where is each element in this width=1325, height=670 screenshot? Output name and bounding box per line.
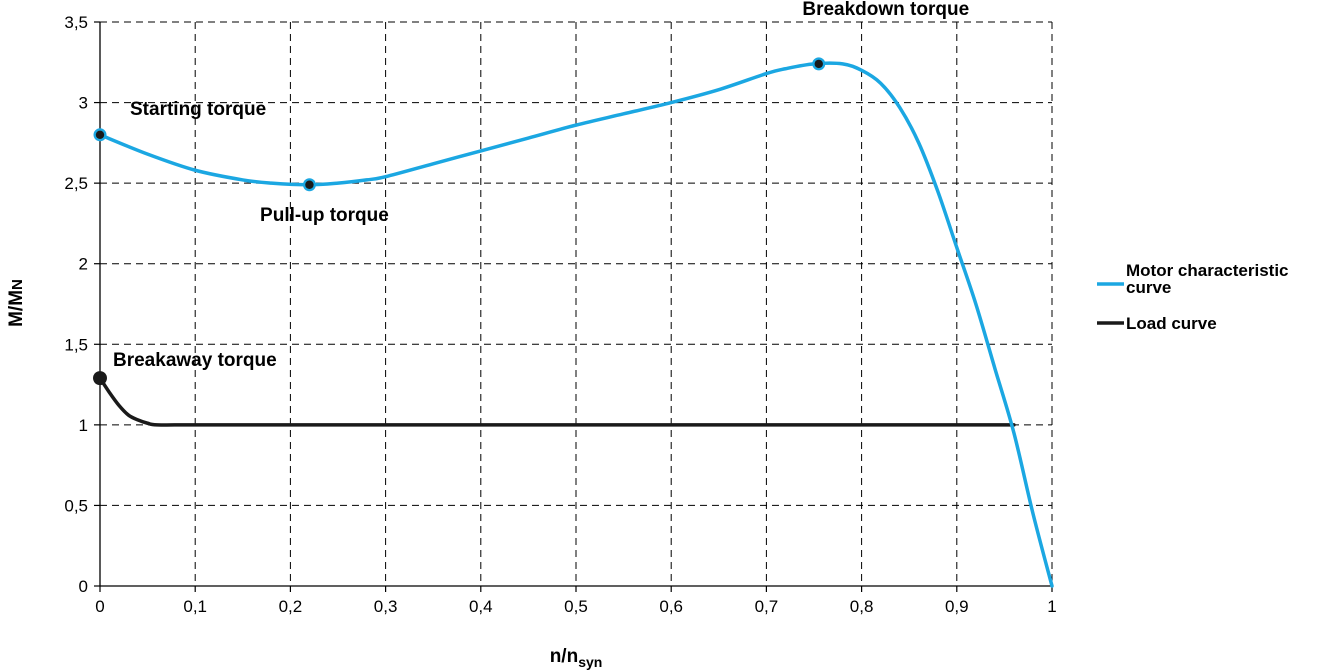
x-tick-label: 0,4 <box>469 597 493 616</box>
starting-marker <box>95 130 105 139</box>
y-tick-label: 3,5 <box>64 13 88 32</box>
starting-torque-label: Starting torque <box>130 99 266 120</box>
breakdown-torque-label: Breakdown torque <box>802 0 969 20</box>
x-tick-label: 0,7 <box>755 597 779 616</box>
x-tick-label: 0,9 <box>945 597 969 616</box>
y-tick-label: 0 <box>79 577 88 596</box>
y-tick-label: 1 <box>79 416 88 435</box>
tick-labels: 0 0,1 0,2 0,3 0,4 0,5 0,6 0,7 0,8 0,9 1 0 0,5 1 1,5 2 2,… <box>64 13 1056 616</box>
x-tick-label: 0,5 <box>564 597 588 616</box>
y-tick-label: 2 <box>79 255 88 274</box>
axes <box>94 21 1053 592</box>
x-axis-label-main: n/n <box>550 646 579 667</box>
x-tick-label: 0,1 <box>183 597 207 616</box>
breakaway-torque-label: Breakaway torque <box>113 350 277 371</box>
y-axis-label-sub: N <box>9 279 26 290</box>
pullup-marker <box>305 180 314 189</box>
x-tick-label: 1 <box>1047 597 1056 616</box>
x-tick-label: 0,3 <box>374 597 398 616</box>
breakdown-marker <box>814 59 823 69</box>
legend-load-label: Load curve <box>1126 314 1217 333</box>
annotation-labels: Starting torque Pull-up torque Breakdown t… <box>113 0 969 371</box>
load-curve-line <box>98 376 1016 427</box>
x-tick-label: 0,8 <box>850 597 874 616</box>
y-tick-label: 0,5 <box>64 496 88 515</box>
y-axis-label-main: M/M <box>6 290 27 327</box>
annotation-markers <box>93 57 826 386</box>
y-tick-label: 3 <box>79 94 88 113</box>
grid-lines <box>100 21 1053 586</box>
pullup-torque-label: Pull-up torque <box>260 205 389 226</box>
x-tick-label: 0 <box>95 597 104 616</box>
breakaway-marker <box>93 371 107 386</box>
x-axis-label: n/nsyn <box>550 646 603 670</box>
x-tick-label: 0,6 <box>659 597 683 616</box>
x-axis-label-sub: syn <box>578 654 602 670</box>
legend-motor-label: curve <box>1126 278 1171 297</box>
y-tick-label: 2,5 <box>64 174 88 193</box>
x-tick-label: 0,2 <box>279 597 303 616</box>
y-axis-label: M/MN <box>6 279 27 327</box>
y-tick-label: 1,5 <box>64 335 88 354</box>
legend-motor-label: Motor characteristic <box>1126 261 1289 280</box>
